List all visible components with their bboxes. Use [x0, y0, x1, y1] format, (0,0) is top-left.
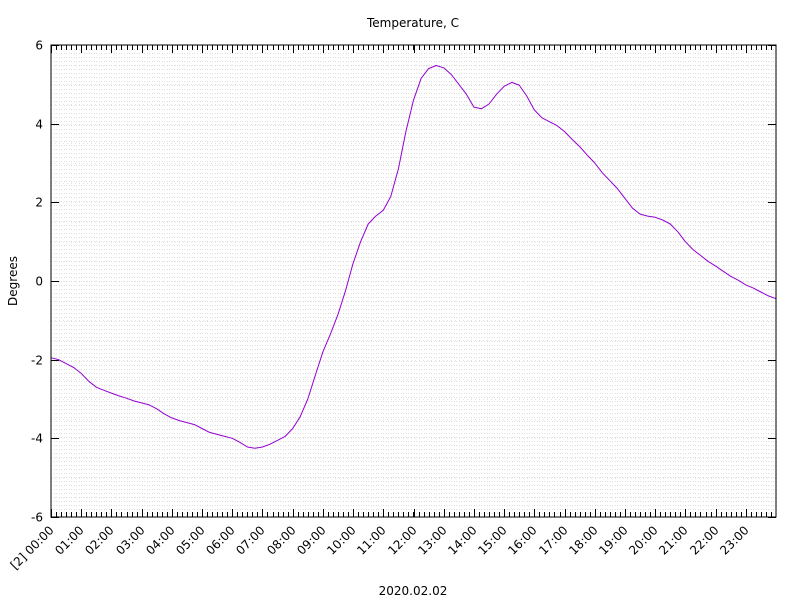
y-tick-label: -4: [31, 432, 43, 446]
x-tick-label: 18:00: [566, 523, 600, 557]
x-tick-label: 16:00: [505, 523, 539, 557]
plot-frame: [50, 44, 777, 518]
x-tick-label: 09:00: [294, 523, 328, 557]
x-tick-label: 13:00: [415, 523, 449, 557]
x-tick-label: 05:00: [173, 523, 207, 557]
series-layer: [50, 65, 777, 449]
x-tick-label: 17:00: [536, 523, 570, 557]
x-tick-label: 02:00: [82, 523, 116, 557]
y-tick-label: -2: [31, 354, 43, 368]
x-tick-label: 12:00: [385, 523, 419, 557]
x-tick-label: 10:00: [324, 523, 358, 557]
x-tick-label: 22:00: [687, 523, 721, 557]
x-tick-label: [2] 00:00: [8, 523, 57, 572]
x-tick-label: 15:00: [475, 523, 509, 557]
y-tick-label: 6: [35, 39, 43, 53]
x-axis-label: 2020.02.02: [379, 584, 448, 598]
y-tick-label: 4: [35, 118, 43, 132]
y-tick-label: -6: [31, 511, 43, 525]
y-tick-label: 0: [35, 275, 43, 289]
x-tick-label: 23:00: [717, 523, 751, 557]
x-tick-label: 21:00: [656, 523, 690, 557]
x-tick-label: 07:00: [233, 523, 267, 557]
x-tick-label: 20:00: [626, 523, 660, 557]
chart-title: Temperature, C: [366, 16, 459, 30]
y-ticks: -6 -4 -2 0 2 4 6: [31, 39, 776, 525]
series-line: [50, 65, 777, 449]
x-tick-label: 08:00: [264, 523, 298, 557]
x-tick-label: 03:00: [113, 523, 147, 557]
x-tick-label: 19:00: [596, 523, 630, 557]
y-tick-label: 2: [35, 196, 43, 210]
x-tick-label: 01:00: [52, 523, 86, 557]
x-tick-label: 04:00: [143, 523, 177, 557]
y-axis-label: Degrees: [6, 256, 20, 306]
x-ticks: [2] 00:0001:0002:0003:0004:0005:0006:000…: [8, 45, 772, 572]
x-tick-label: 11:00: [354, 523, 388, 557]
grid: [51, 45, 777, 518]
x-tick-label: 06:00: [203, 523, 237, 557]
x-tick-label: 14:00: [445, 523, 479, 557]
